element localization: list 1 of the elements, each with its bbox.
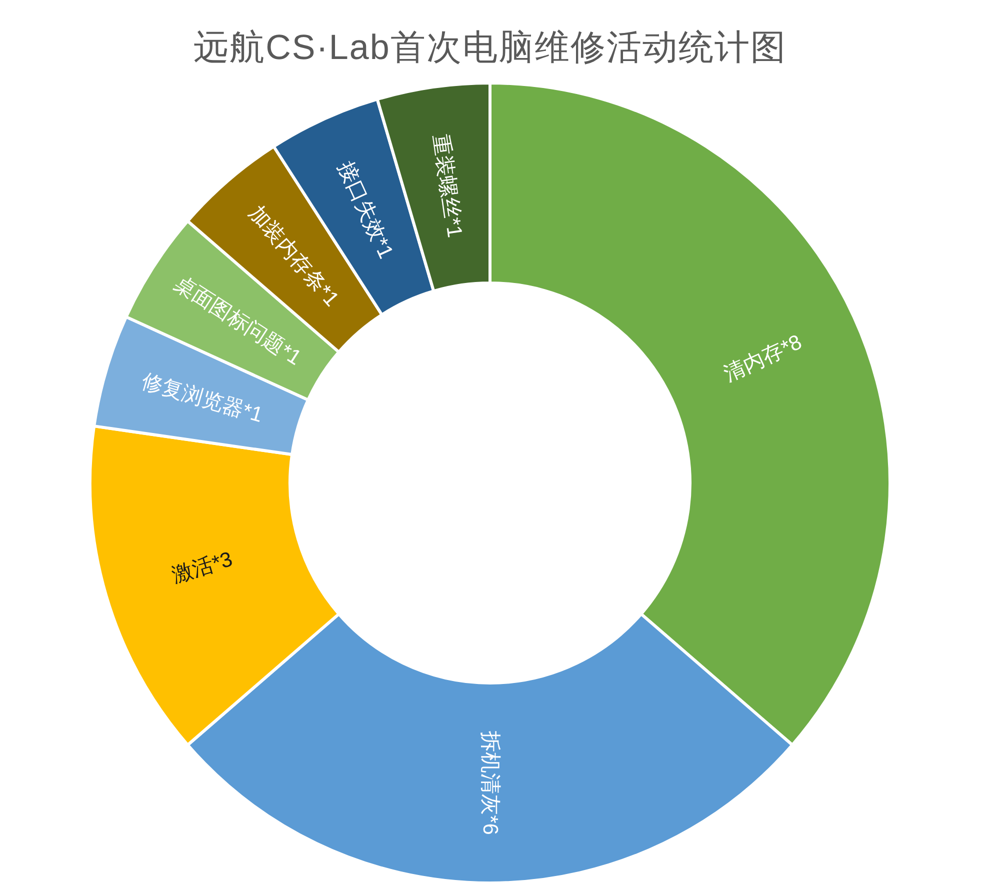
title: 远航CS·Lab首次电脑维修活动统计图	[194, 28, 786, 67]
